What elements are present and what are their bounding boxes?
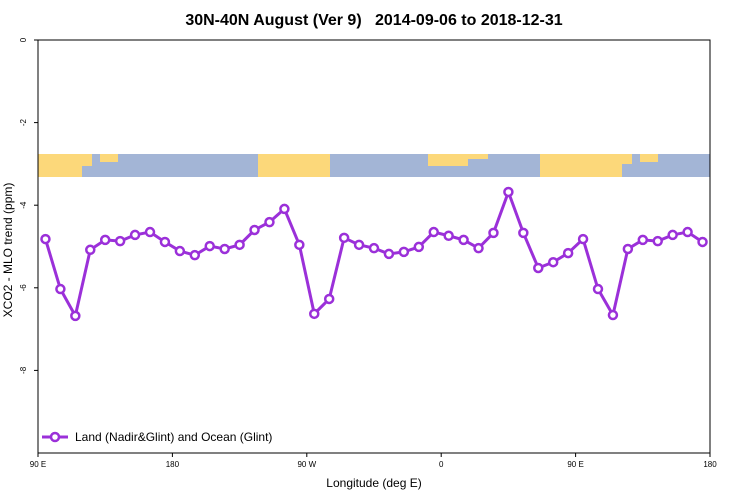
point [129,229,141,241]
point [279,203,290,215]
legend-label: Land (Nadir&Glint) and Ocean (Glint) [75,430,272,444]
point [159,236,171,248]
point [114,235,126,247]
x-axis-label: Longitude (deg E) [326,476,421,490]
point [55,283,66,295]
y-tick-label: -6 [19,284,28,292]
point [637,234,649,246]
point [174,245,186,257]
y-tick-label: -4 [19,201,28,209]
plot-frame [37,39,711,454]
point [577,233,589,245]
point [622,243,634,255]
point [697,236,708,248]
y-tick-label: -8 [19,366,28,374]
x-tick-label: 180 [703,460,717,469]
point [518,227,529,239]
point [398,246,410,258]
point [383,248,395,260]
point [368,242,380,254]
point [144,226,156,238]
point [592,283,604,295]
point [458,234,469,246]
point [682,226,693,238]
x-tick-label: 90 W [297,460,316,469]
point [488,227,499,239]
point [264,216,275,228]
point [428,226,439,238]
point [40,233,51,245]
y-tick-label: 0 [19,37,28,42]
point [234,239,245,251]
x-tick-label: 180 [166,460,180,469]
point [473,242,484,254]
point [323,293,335,305]
point [533,262,544,274]
legend-marker [49,431,61,443]
point [70,310,81,322]
y-tick-label: -2 [19,118,28,126]
x-tick-label: 90 E [30,460,46,469]
point [562,247,574,259]
point [99,234,111,246]
point [413,241,425,253]
series-line [44,187,704,321]
point [294,239,305,251]
y-axis-label: XCO2 - MLO trend (ppm) [1,183,15,318]
point [338,232,350,244]
point [443,230,454,242]
point [85,244,96,256]
point [547,256,559,268]
point [219,243,230,255]
point [667,229,678,241]
point [309,308,320,320]
point [607,309,619,321]
x-tick-label: 0 [439,460,444,469]
map-strip [38,154,710,177]
point [353,239,365,251]
point [189,249,201,261]
chart-title: 30N-40N August (Ver 9) 2014-09-06 to 201… [185,12,562,29]
point [249,224,260,236]
point [503,186,514,198]
point [652,235,663,247]
x-tick-label: 90 E [567,460,583,469]
point [204,240,215,252]
